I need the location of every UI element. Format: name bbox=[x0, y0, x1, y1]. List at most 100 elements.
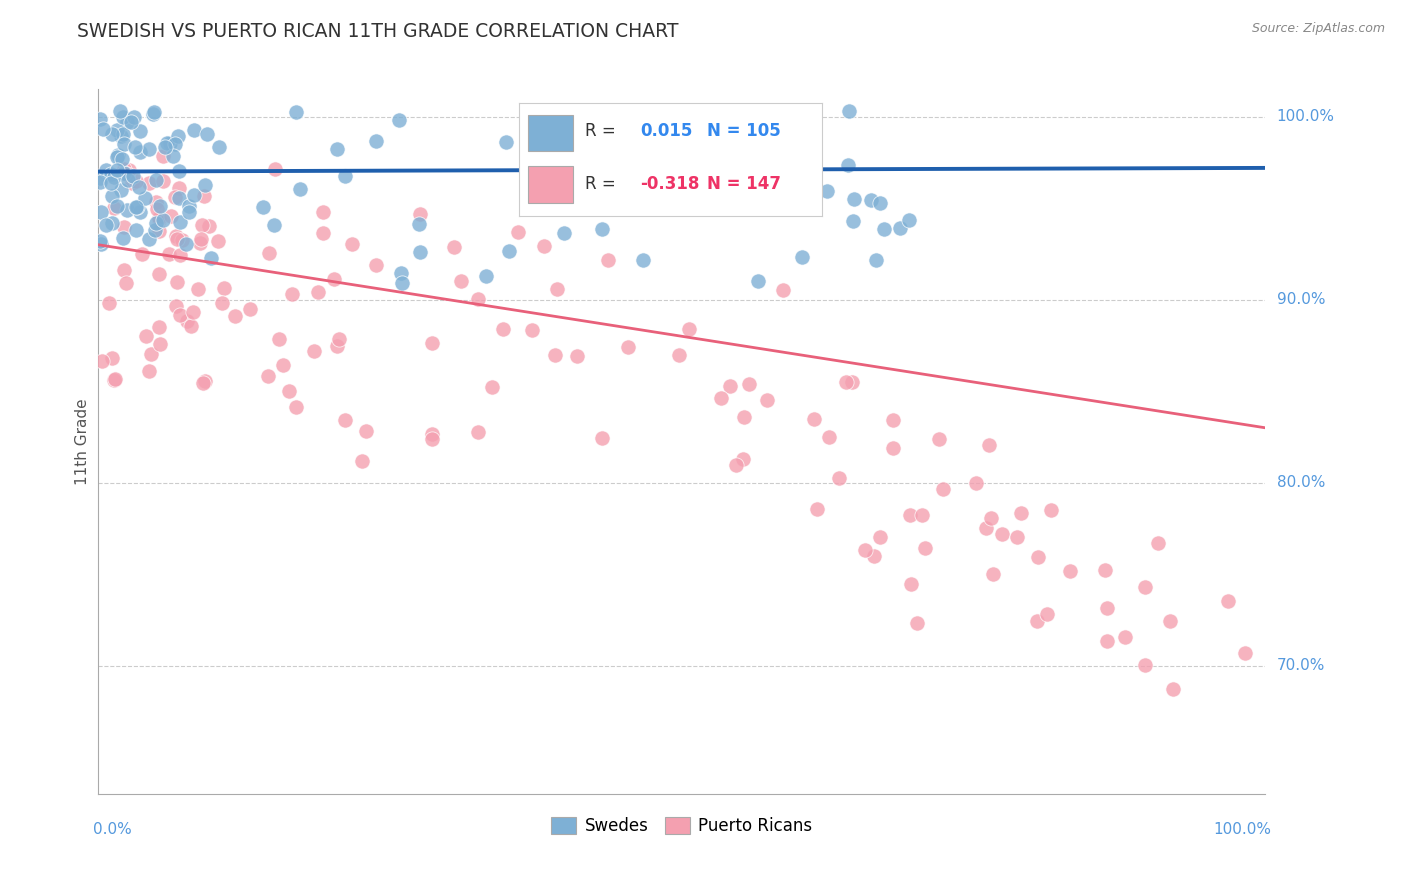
Point bbox=[200, 251, 222, 265]
Point bbox=[125, 174, 148, 188]
Point bbox=[389, 266, 412, 280]
Point bbox=[90, 236, 112, 251]
Point bbox=[865, 252, 887, 267]
Point bbox=[862, 549, 884, 564]
Text: Source: ZipAtlas.com: Source: ZipAtlas.com bbox=[1251, 22, 1385, 36]
Point bbox=[180, 319, 202, 334]
Point bbox=[710, 391, 733, 405]
Point bbox=[492, 322, 515, 336]
Point bbox=[166, 275, 188, 289]
Point bbox=[1035, 607, 1057, 621]
Point bbox=[281, 286, 304, 301]
Point bbox=[89, 171, 111, 186]
Point bbox=[166, 232, 188, 246]
Point bbox=[112, 136, 135, 151]
Point bbox=[110, 104, 132, 119]
Point bbox=[420, 335, 443, 350]
Point bbox=[112, 219, 135, 234]
Point bbox=[177, 204, 200, 219]
Point bbox=[898, 508, 921, 522]
Point bbox=[1010, 506, 1032, 520]
Point bbox=[533, 239, 555, 253]
Point bbox=[149, 199, 172, 213]
Point bbox=[146, 202, 169, 217]
Point bbox=[678, 322, 700, 336]
Y-axis label: 11th Grade: 11th Grade bbox=[75, 398, 90, 485]
Point bbox=[148, 211, 170, 225]
Point bbox=[792, 250, 814, 264]
Point bbox=[731, 452, 754, 467]
Point bbox=[100, 189, 122, 203]
Point bbox=[803, 411, 825, 425]
Point bbox=[191, 376, 214, 390]
Point bbox=[450, 274, 472, 288]
Point bbox=[211, 296, 233, 310]
Point bbox=[974, 521, 997, 535]
Point bbox=[631, 253, 654, 268]
Point bbox=[1026, 549, 1049, 564]
Point bbox=[138, 232, 160, 246]
Point bbox=[623, 159, 645, 173]
Point bbox=[103, 373, 125, 387]
Point bbox=[193, 189, 215, 203]
Point bbox=[239, 301, 262, 316]
Point bbox=[882, 413, 904, 427]
Point bbox=[166, 128, 188, 143]
Point bbox=[91, 122, 114, 136]
Point bbox=[900, 576, 922, 591]
Point bbox=[420, 426, 443, 441]
Point bbox=[112, 162, 135, 177]
Point bbox=[115, 168, 138, 182]
Point bbox=[340, 237, 363, 252]
Point bbox=[157, 247, 180, 261]
Point bbox=[100, 168, 122, 182]
Point bbox=[101, 216, 124, 230]
Point bbox=[737, 377, 759, 392]
Point bbox=[120, 115, 142, 129]
Point bbox=[409, 244, 432, 259]
Point bbox=[326, 142, 349, 156]
Point bbox=[285, 104, 308, 119]
Text: 100.0%: 100.0% bbox=[1277, 109, 1334, 124]
Point bbox=[498, 244, 520, 259]
Point bbox=[149, 337, 172, 351]
Point bbox=[467, 293, 489, 307]
Point bbox=[110, 152, 132, 166]
Point bbox=[156, 136, 179, 150]
Point bbox=[873, 222, 896, 236]
Point bbox=[89, 112, 111, 127]
Point bbox=[162, 149, 184, 163]
Point bbox=[756, 392, 779, 407]
Point bbox=[143, 222, 166, 236]
Point bbox=[159, 136, 181, 150]
Point bbox=[409, 207, 432, 221]
Point bbox=[364, 258, 387, 272]
Point bbox=[1005, 531, 1028, 545]
Point bbox=[152, 149, 174, 163]
Point bbox=[257, 368, 280, 383]
Point bbox=[312, 205, 335, 219]
Point bbox=[333, 169, 356, 183]
Point bbox=[148, 320, 170, 334]
Point bbox=[271, 359, 294, 373]
Point bbox=[183, 188, 205, 202]
Point bbox=[565, 349, 588, 363]
Point bbox=[980, 510, 1002, 524]
Point bbox=[751, 119, 773, 133]
Point bbox=[772, 284, 794, 298]
Point bbox=[110, 183, 132, 197]
Point bbox=[138, 364, 160, 378]
Point bbox=[841, 375, 863, 389]
Point bbox=[174, 237, 197, 252]
Point bbox=[991, 526, 1014, 541]
Point bbox=[183, 122, 205, 136]
Point bbox=[90, 205, 112, 219]
Point bbox=[1026, 615, 1049, 629]
Point bbox=[278, 384, 301, 398]
Point bbox=[105, 123, 128, 137]
Point bbox=[838, 104, 860, 119]
Point bbox=[131, 247, 153, 261]
Point bbox=[882, 442, 904, 456]
Point bbox=[257, 246, 280, 260]
Point bbox=[1039, 503, 1062, 517]
